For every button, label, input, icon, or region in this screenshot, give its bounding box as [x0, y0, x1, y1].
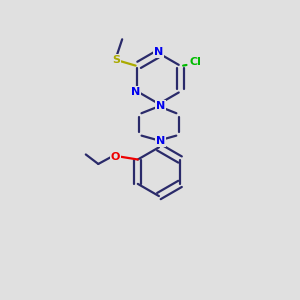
Text: O: O [111, 152, 120, 161]
Text: Cl: Cl [190, 57, 202, 67]
Text: N: N [131, 87, 140, 97]
Text: N: N [156, 136, 165, 146]
Text: S: S [112, 55, 120, 65]
Text: N: N [156, 101, 165, 111]
Text: N: N [154, 47, 164, 57]
